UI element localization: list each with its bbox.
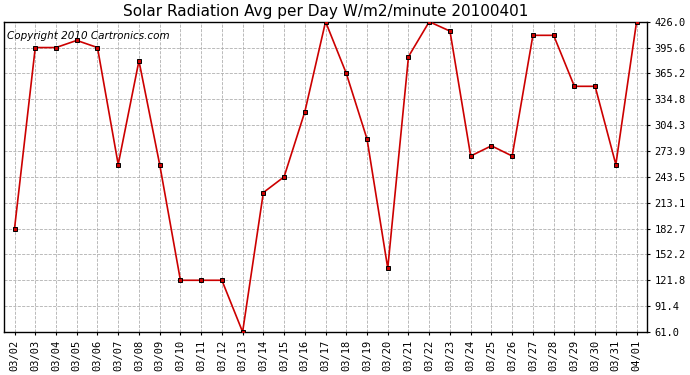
Text: Copyright 2010 Cartronics.com: Copyright 2010 Cartronics.com — [8, 31, 170, 41]
Title: Solar Radiation Avg per Day W/m2/minute 20100401: Solar Radiation Avg per Day W/m2/minute … — [123, 4, 529, 19]
